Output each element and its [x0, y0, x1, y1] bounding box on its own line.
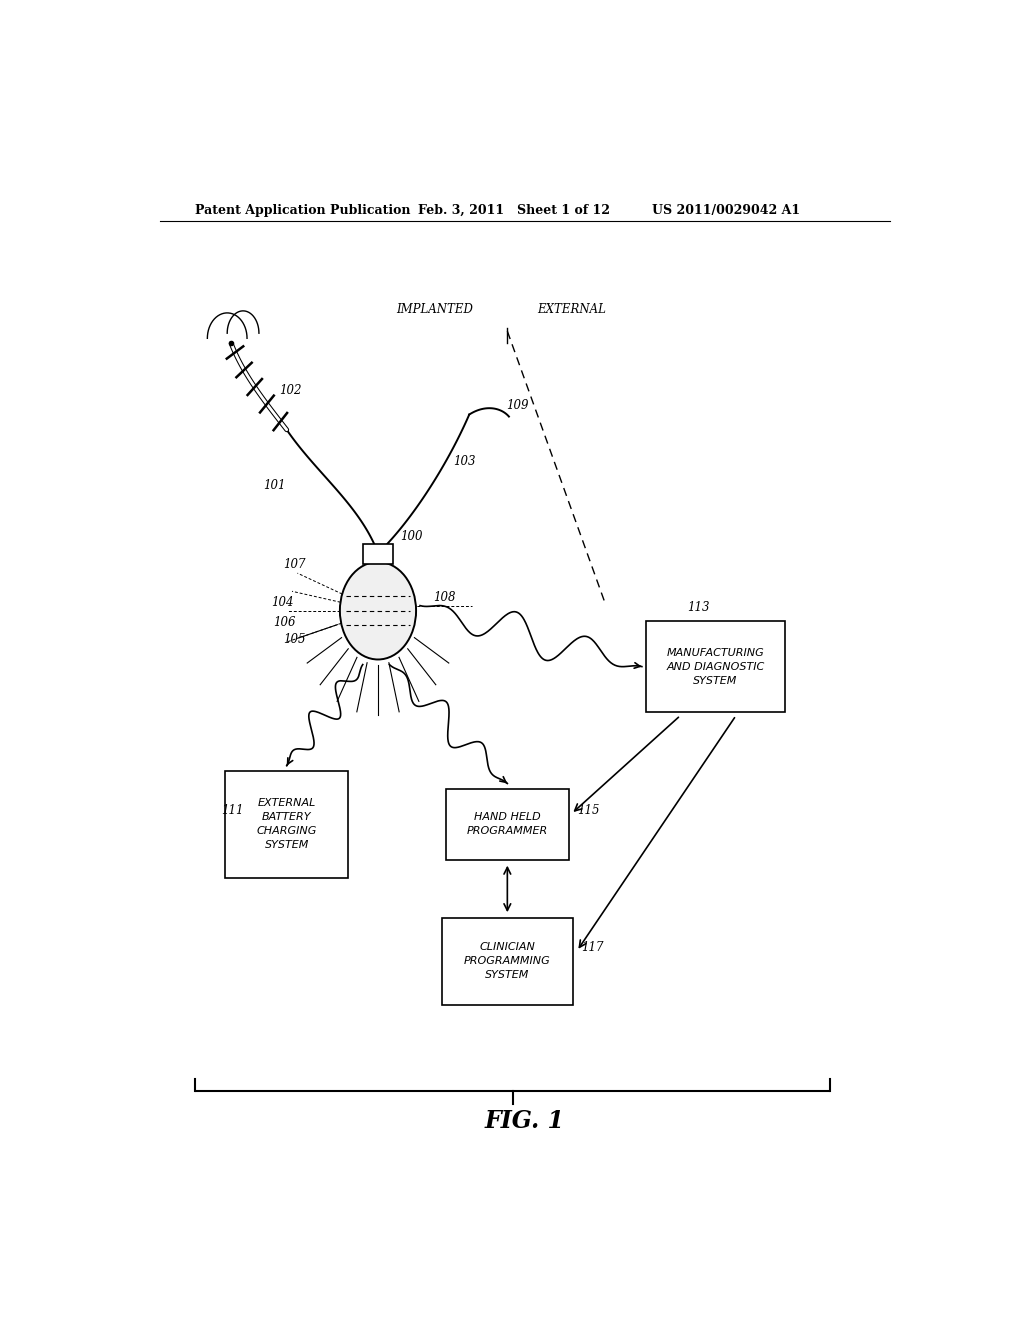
- Text: 113: 113: [687, 601, 710, 614]
- Text: EXTERNAL
BATTERY
CHARGING
SYSTEM: EXTERNAL BATTERY CHARGING SYSTEM: [257, 799, 316, 850]
- Text: 117: 117: [581, 941, 603, 954]
- Text: 104: 104: [270, 595, 293, 609]
- FancyBboxPatch shape: [225, 771, 348, 878]
- Text: 111: 111: [221, 804, 244, 817]
- Text: 107: 107: [283, 558, 305, 572]
- FancyBboxPatch shape: [442, 919, 572, 1005]
- FancyBboxPatch shape: [646, 620, 784, 713]
- Text: 100: 100: [400, 529, 423, 543]
- Text: Feb. 3, 2011: Feb. 3, 2011: [418, 205, 504, 216]
- Text: 101: 101: [263, 479, 286, 492]
- Text: HAND HELD
PROGRAMMER: HAND HELD PROGRAMMER: [467, 812, 548, 836]
- Text: 102: 102: [279, 384, 301, 397]
- Circle shape: [340, 562, 416, 660]
- Text: 109: 109: [507, 400, 529, 412]
- Text: IMPLANTED: IMPLANTED: [396, 304, 473, 315]
- Text: Patent Application Publication: Patent Application Publication: [196, 205, 411, 216]
- FancyBboxPatch shape: [445, 788, 569, 859]
- Text: 106: 106: [273, 616, 296, 628]
- Text: 115: 115: [577, 804, 599, 817]
- Text: MANUFACTURING
AND DIAGNOSTIC
SYSTEM: MANUFACTURING AND DIAGNOSTIC SYSTEM: [667, 648, 764, 685]
- Text: EXTERNAL: EXTERNAL: [537, 304, 605, 315]
- Text: FIG. 1: FIG. 1: [484, 1109, 565, 1133]
- Text: 103: 103: [454, 455, 476, 469]
- Text: CLINICIAN
PROGRAMMING
SYSTEM: CLINICIAN PROGRAMMING SYSTEM: [464, 942, 551, 981]
- Text: 105: 105: [283, 634, 305, 647]
- FancyBboxPatch shape: [362, 544, 393, 564]
- Text: US 2011/0029042 A1: US 2011/0029042 A1: [652, 205, 800, 216]
- Text: 108: 108: [433, 590, 456, 603]
- Text: Sheet 1 of 12: Sheet 1 of 12: [517, 205, 610, 216]
